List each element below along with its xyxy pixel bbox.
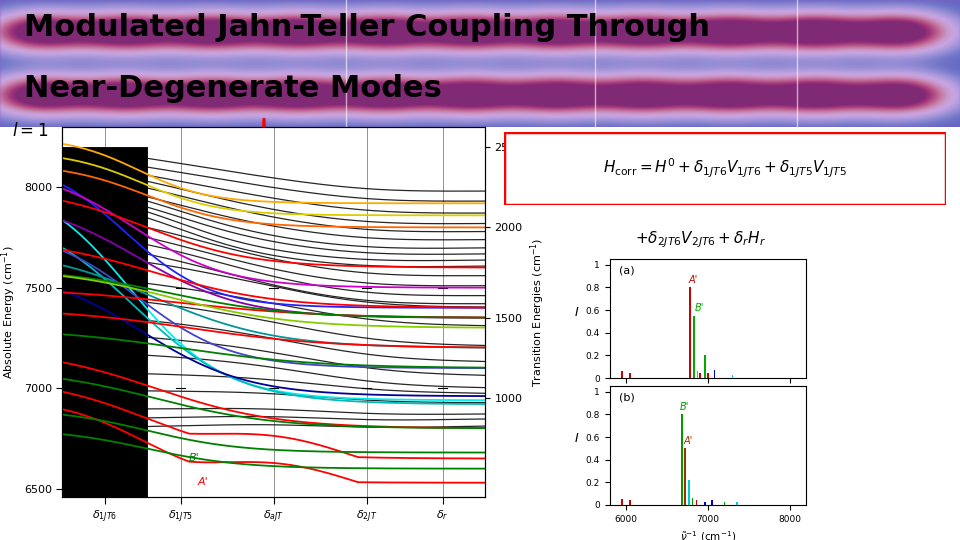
Bar bbox=[684, 448, 685, 505]
Bar bbox=[724, 502, 725, 505]
Text: $l = 1$: $l = 1$ bbox=[12, 122, 48, 139]
Bar bbox=[699, 374, 701, 378]
Bar bbox=[711, 501, 713, 505]
Bar bbox=[689, 287, 691, 378]
Y-axis label: $I$: $I$ bbox=[574, 433, 580, 446]
Text: A': A' bbox=[688, 275, 698, 285]
Text: $H_{\rm corr} = H^0 + \delta_{1JT6}V_{1JT6} + \delta_{1JT5}V_{1JT5}$: $H_{\rm corr} = H^0 + \delta_{1JT6}V_{1J… bbox=[603, 157, 847, 180]
Bar bbox=[630, 374, 631, 378]
Text: B': B' bbox=[695, 303, 705, 313]
Bar bbox=[732, 375, 733, 378]
Bar bbox=[62, 149, 145, 497]
Bar bbox=[630, 501, 631, 505]
Bar bbox=[697, 371, 698, 378]
Bar bbox=[713, 370, 715, 378]
X-axis label: $\tilde{\nu}^{-1}$ (cm$^{-1}$): $\tilde{\nu}^{-1}$ (cm$^{-1}$) bbox=[680, 529, 736, 540]
Bar bbox=[621, 500, 623, 505]
Text: A': A' bbox=[684, 436, 693, 446]
Bar bbox=[704, 355, 706, 378]
Bar bbox=[736, 502, 737, 505]
Bar bbox=[621, 371, 623, 378]
Y-axis label: $I$: $I$ bbox=[574, 306, 580, 319]
Text: B': B' bbox=[680, 402, 689, 412]
Bar bbox=[696, 501, 697, 505]
Y-axis label: Transition Energies (cm$^{-1}$): Transition Energies (cm$^{-1}$) bbox=[528, 237, 547, 387]
Bar bbox=[704, 502, 706, 505]
Text: Near-Degenerate Modes: Near-Degenerate Modes bbox=[24, 73, 442, 103]
Bar bbox=[688, 480, 690, 505]
Text: $+\delta_{2JT6}V_{2JT6} + \delta_r H_r$: $+\delta_{2JT6}V_{2JT6} + \delta_r H_r$ bbox=[636, 230, 766, 250]
Text: (a): (a) bbox=[619, 265, 636, 275]
Y-axis label: Absolute Energy (cm$^{-1}$): Absolute Energy (cm$^{-1}$) bbox=[0, 245, 18, 379]
Text: Modulated Jahn-Teller Coupling Through: Modulated Jahn-Teller Coupling Through bbox=[24, 13, 710, 42]
Text: (b): (b) bbox=[619, 392, 636, 402]
Bar bbox=[691, 498, 693, 505]
Text: B': B' bbox=[189, 453, 200, 463]
Bar bbox=[693, 316, 695, 378]
Text: A': A' bbox=[198, 477, 208, 487]
Bar bbox=[681, 414, 683, 505]
